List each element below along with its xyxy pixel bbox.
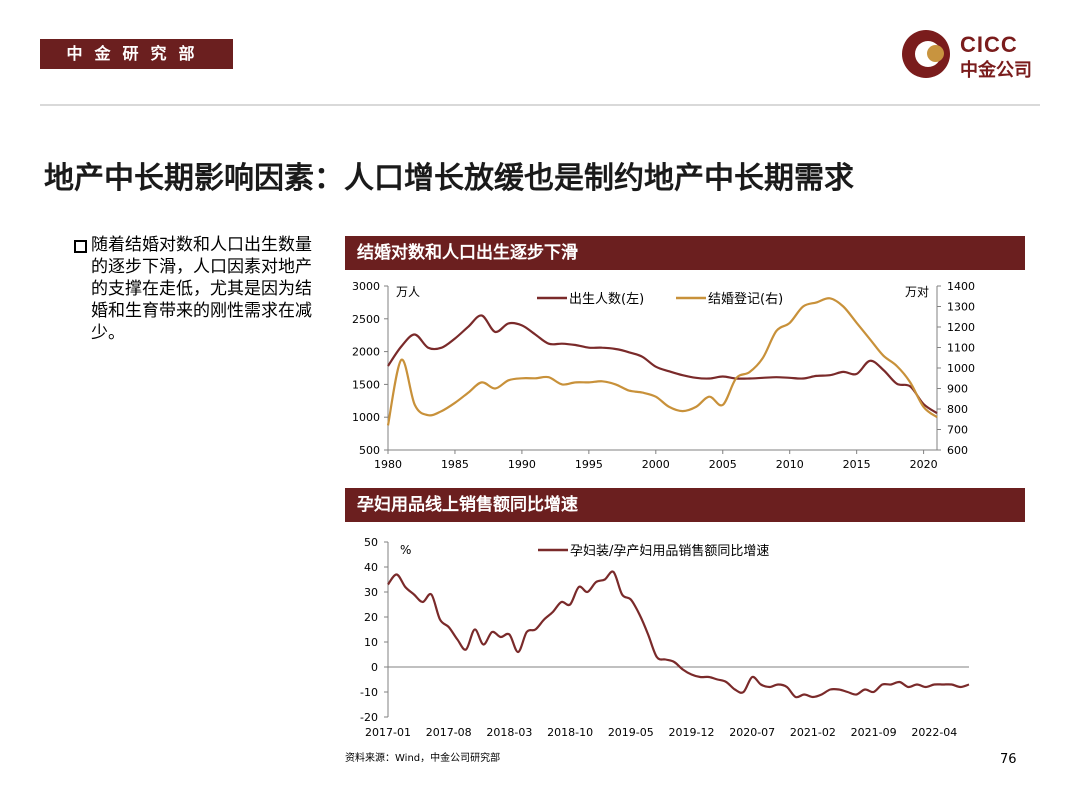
chart1-right-tick-label: 1100 — [947, 342, 975, 355]
chart1-right-tick-label: 1200 — [947, 321, 975, 334]
chart1-x-tick-label: 1985 — [441, 458, 469, 471]
chart1-x-tick-label: 2015 — [843, 458, 871, 471]
chart2-x-tick-label: 2018-10 — [547, 726, 593, 739]
chart2-header: 孕妇用品线上销售额同比增速 — [345, 488, 1025, 522]
chart1-series-marriage-line — [386, 297, 938, 426]
chart1-left-tick-label: 2500 — [352, 313, 380, 326]
chart2-y-tick-label: 40 — [364, 561, 378, 574]
page-number: 76 — [1000, 752, 1017, 767]
chart2-x-tick-label: 2021-09 — [851, 726, 897, 739]
chart2-y-tick-label: 10 — [364, 636, 378, 649]
chart2-legend-label: 孕妇装/孕产妇用品销售额同比增速 — [570, 543, 769, 559]
chart1-right-tick-label: 1300 — [947, 301, 975, 314]
chart2-unit-label: % — [400, 543, 411, 557]
chart1-right-tick-label: 700 — [947, 424, 968, 437]
chart1-x-tick-label: 2010 — [776, 458, 804, 471]
cicc-logo: CICC 中金公司 — [902, 30, 1042, 82]
chart1-left-unit-label: 万人 — [396, 285, 420, 299]
chart1-right-tick-label: 900 — [947, 383, 968, 396]
chart1-left-tick-label: 2000 — [352, 346, 380, 359]
chart2-y-tick-label: 20 — [364, 611, 378, 624]
chart1-x-tick-label: 1980 — [374, 458, 402, 471]
bullet-square-icon — [74, 240, 87, 253]
chart2-y-tick-label: 30 — [364, 586, 378, 599]
chart1-right-tick-label: 600 — [947, 444, 968, 457]
page-title: 地产中长期影响因素：人口增长放缓也是制约地产中长期需求 — [44, 161, 854, 196]
chart1-series-birth-line — [387, 314, 938, 415]
chart1-left-tick-label: 500 — [359, 444, 380, 457]
chart2-x-tick-label: 2022-04 — [911, 726, 957, 739]
chart1-x-tick-label: 1990 — [508, 458, 536, 471]
chart2-x-tick-label: 2019-12 — [669, 726, 715, 739]
chart1-x-tick-label: 1995 — [575, 458, 603, 471]
source-note: 资料来源：Wind，中金公司研究部 — [345, 753, 501, 764]
chart2-y-tick-label: -20 — [360, 711, 378, 724]
chart2-y-tick-label: -10 — [360, 686, 378, 699]
chart1-x-tick-label: 2020 — [910, 458, 938, 471]
chart2-x-tick-label: 2021-02 — [790, 726, 836, 739]
chart1-right-tick-label: 800 — [947, 403, 968, 416]
chart1-right-tick-label: 1000 — [947, 362, 975, 375]
chart1-header: 结婚对数和人口出生逐步下滑 — [345, 236, 1025, 270]
bullet-text: 随着结婚对数和人口出生数量的逐步下滑，人口因素对地产的支撑在走低，尤其是因为结婚… — [91, 235, 312, 343]
logo-en-text: CICC — [960, 32, 1018, 57]
chart2-x-tick-label: 2017-01 — [365, 726, 411, 739]
chart2-x-tick-label: 2020-07 — [729, 726, 775, 739]
chart1-right-tick-label: 1400 — [947, 280, 975, 293]
chart2-series-growth-line — [387, 570, 970, 699]
chart2-y-tick-label: 0 — [371, 661, 378, 674]
cicc-logo-mark — [902, 30, 950, 78]
chart1-right-unit-label: 万对 — [905, 285, 929, 299]
chart1-legend-label: 出生人数(左) — [569, 292, 644, 307]
chart2-y-tick-label: 50 — [364, 536, 378, 549]
chart1-left-tick-label: 3000 — [352, 280, 380, 293]
chart2-svg: -20 -10 0 10 20 30 40 50 2017-01 2017-08 2018-03 20… — [360, 536, 970, 739]
chart1-x-tick-label: 2005 — [709, 458, 737, 471]
header-divider — [40, 104, 1040, 106]
chart1-left-tick-label: 1500 — [352, 378, 380, 391]
chart1-legend-label: 结婚登记(右) — [708, 292, 783, 307]
dept-label: 中金研究部 — [40, 39, 233, 69]
chart2-x-tick-label: 2018-03 — [486, 726, 532, 739]
chart1-svg: 500 1000 1500 2000 2500 3000 600 700 800 900 1000 1… — [352, 280, 975, 471]
chart1-x-tick-label: 2000 — [642, 458, 670, 471]
chart2-x-tick-label: 2019-05 — [608, 726, 654, 739]
logo-cn-text: 中金公司 — [960, 60, 1032, 81]
chart1-left-tick-label: 1000 — [352, 411, 380, 424]
chart2-x-tick-label: 2017-08 — [426, 726, 472, 739]
